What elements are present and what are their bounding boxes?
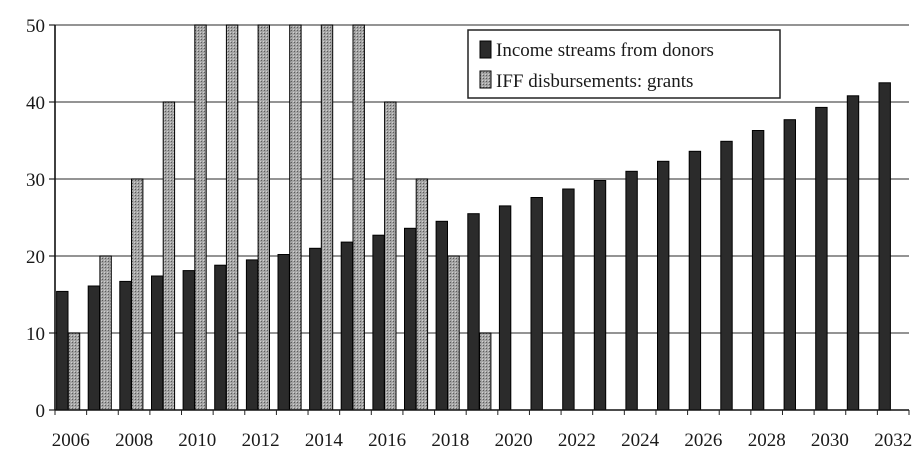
x-tick-labels: 2006 2008 2010 2012 2014 2016 2018 2020 2022 2024… <box>52 430 912 451</box>
legend-box <box>467 29 781 99</box>
bar-income-2015 <box>340 241 354 411</box>
bar-income-2020 <box>498 205 512 411</box>
bar-income-2018 <box>435 220 449 411</box>
y-tick-label-0: 0 <box>36 401 46 422</box>
bar-income-2019 <box>467 213 480 411</box>
bar-income-2021 <box>530 197 543 411</box>
bar-grants-2012 <box>257 24 271 411</box>
bar-income-2011 <box>214 264 227 411</box>
bar-income-2032 <box>878 82 891 411</box>
x-tick-label-2024: 2024 <box>621 430 660 451</box>
legend: Income streams from donors IFF disbursem… <box>467 29 781 99</box>
bar-grants-2017 <box>415 178 429 411</box>
bar-income-2026 <box>688 150 702 411</box>
bar-grants-2013 <box>289 24 302 411</box>
bar-grants-2007 <box>99 255 112 411</box>
y-tick-labels: 0 10 20 30 40 50 <box>26 16 45 422</box>
bar-grants-2009 <box>162 101 176 411</box>
bar-grants-2019 <box>479 332 492 411</box>
x-tick-label-2014: 2014 <box>305 430 344 451</box>
bar-income-2006 <box>56 290 69 411</box>
x-tick-label-2028: 2028 <box>748 430 786 451</box>
bar-income-2027 <box>720 140 733 411</box>
bar-income-2013 <box>277 254 290 411</box>
y-tick-label-10: 10 <box>26 324 45 345</box>
bar-grants-2018 <box>447 255 460 411</box>
x-tick-label-2030: 2030 <box>811 430 849 451</box>
bar-income-2023 <box>593 180 607 411</box>
x-tick-label-2012: 2012 <box>242 430 280 451</box>
legend-swatch-income <box>479 40 492 59</box>
bar-income-2022 <box>562 188 575 411</box>
bar-income-2007 <box>87 285 101 411</box>
bar-income-2009 <box>151 275 164 411</box>
x-tick-label-2010: 2010 <box>178 430 216 451</box>
bar-income-2012 <box>245 259 259 411</box>
bars <box>56 24 891 411</box>
bar-income-2010 <box>182 270 196 411</box>
bar-income-2028 <box>751 130 765 411</box>
legend-swatch-grants <box>479 70 492 89</box>
legend-label-income: Income streams from donors <box>496 40 714 61</box>
bar-income-2029 <box>783 119 796 411</box>
x-tick-label-2022: 2022 <box>558 430 596 451</box>
bar-grants-2010 <box>194 24 207 411</box>
x-tick-label-2016: 2016 <box>368 430 406 451</box>
bar-grants-2006 <box>67 332 81 411</box>
bar-grants-2011 <box>225 24 239 411</box>
y-tick-label-40: 40 <box>26 93 45 114</box>
bar-grants-2015 <box>352 24 365 411</box>
x-tick-label-2026: 2026 <box>684 430 722 451</box>
bar-income-2016 <box>372 234 385 411</box>
bar-income-2008 <box>119 280 132 411</box>
bar-grants-2014 <box>320 24 334 411</box>
bar-grants-2008 <box>131 178 144 411</box>
y-tick-label-30: 30 <box>26 170 45 191</box>
bar-income-2014 <box>309 247 322 411</box>
bar-income-2030 <box>815 106 828 411</box>
y-tick-label-20: 20 <box>26 247 45 268</box>
x-tick-label-2008: 2008 <box>115 430 153 451</box>
bar-grants-2016 <box>384 101 397 411</box>
axes <box>49 24 910 415</box>
legend-label-grants: IFF disbursements: grants <box>496 71 693 92</box>
bar-income-2024 <box>625 170 638 411</box>
bar-income-2031 <box>846 95 860 411</box>
x-tick-label-2020: 2020 <box>495 430 533 451</box>
x-tick-label-2018: 2018 <box>431 430 469 451</box>
y-tick-label-50: 50 <box>26 16 45 37</box>
bar-income-2017 <box>404 227 417 411</box>
bar-income-2025 <box>657 160 670 411</box>
x-tick-label-2006: 2006 <box>52 430 90 451</box>
x-tick-label-2032: 2032 <box>874 430 912 451</box>
